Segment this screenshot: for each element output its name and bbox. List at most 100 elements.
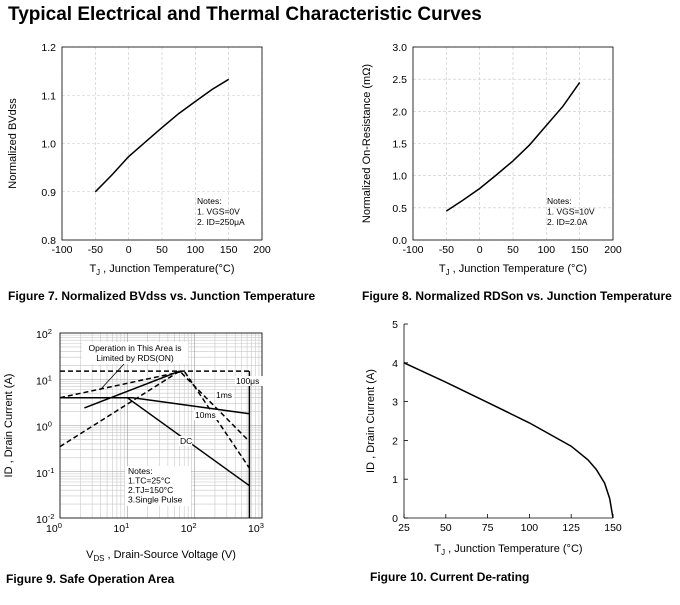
x-tick-label: 150: [220, 244, 238, 256]
y-tick-label: 2: [392, 435, 398, 447]
fig9-series-1ms: [59, 370, 250, 448]
x-tick-label: 103: [248, 521, 264, 535]
x-tick-label: -50: [88, 244, 103, 256]
series-label-bg: [194, 410, 219, 420]
series-label-bg: [235, 376, 265, 386]
fig9-label-10ms: 10ms: [195, 410, 216, 420]
fig7-series-bvdss: [94, 78, 230, 193]
y-tick-label: 101: [36, 373, 52, 387]
x-tick-label: 100: [187, 244, 205, 256]
note-line: Notes:: [128, 466, 153, 476]
note-line: 2. ID=250μA: [197, 217, 245, 227]
y-tick-label: 0.0: [392, 235, 407, 247]
x-tick-label: 102: [181, 521, 197, 535]
y-tick-label: 4: [392, 358, 398, 370]
x-tick-label: 100: [538, 244, 556, 256]
note-line: Notes:: [197, 196, 222, 206]
note-line: 3.Single Pulse: [128, 495, 183, 505]
y-tick-label: 1.0: [392, 171, 407, 183]
x-tick-label: 150: [571, 244, 589, 256]
x-tick-label: 50: [507, 244, 519, 256]
fig9-y-axis-label: ID , Drain Current (A): [3, 374, 15, 478]
fig10-series-id: [403, 362, 614, 519]
x-tick-label: 50: [440, 522, 452, 534]
x-tick-label: 0: [477, 244, 483, 256]
fig9-notes-bg: [125, 466, 191, 506]
y-tick-label: 0.9: [41, 187, 56, 199]
x-tick-label: 101: [113, 521, 129, 535]
y-tick-label: 2.0: [392, 106, 407, 118]
fig7-chart: -100 -50 0 50 100 150 200 0.8 0.9 1.0 1.1 1.2 Normal…: [7, 42, 316, 303]
x-tick-label: 75: [482, 522, 494, 534]
fig8-x-axis-label: TJ , Junction Temperature (°C): [439, 263, 587, 277]
fig8-series-rdson: [445, 81, 581, 212]
x-tick-label: 0: [126, 244, 132, 256]
note-line: 1. VGS=10V: [547, 207, 595, 217]
y-tick-label: 1.0: [41, 139, 56, 151]
fig8-chart: -100 -50 0 50 100 150 200 0.0 0.5 1.0 1.5 2.0 2.5 3.0…: [361, 42, 672, 303]
y-tick-label: 1.1: [41, 90, 56, 102]
x-tick-label: 100: [521, 522, 539, 534]
annotation-bg: [82, 342, 188, 364]
fig7-y-axis-label: Normalized BVdss: [7, 98, 19, 189]
fig9-chart: 100 101 102 103 10-2 10-1 100 101 102 ID , Drain …: [3, 327, 264, 586]
page-title: Typical Electrical and Thermal Character…: [8, 4, 482, 25]
x-tick-label: 200: [253, 244, 271, 256]
fig7-plot-frame: [61, 46, 263, 241]
x-tick-label: 100: [46, 521, 62, 535]
y-tick-label: 0.5: [392, 203, 407, 215]
note-line: 2. ID=2.0A: [547, 217, 588, 227]
y-tick-label: 2.5: [392, 74, 407, 86]
fig10-caption: Figure 10. Current De-rating: [370, 570, 529, 584]
x-tick-label: 50: [156, 244, 168, 256]
annotation-line: Limited by RDS(ON): [96, 353, 174, 363]
note-line: 2.TJ=150°C: [128, 485, 173, 495]
fig9-plot-frame: [59, 332, 263, 519]
fig9-caption: Figure 9. Safe Operation Area: [6, 572, 175, 586]
annotation-line: Operation in This Area is: [89, 343, 182, 353]
fig9-series-10ms: [59, 370, 251, 469]
fig8-y-axis-label: Normalized On-Resistance (mΩ): [361, 64, 373, 223]
y-tick-label: 0.8: [41, 235, 56, 247]
y-tick-label: 10-1: [36, 466, 54, 480]
x-tick-label: 200: [604, 244, 622, 256]
fig9-label-100s: 100μs: [236, 376, 259, 386]
note-line: Notes:: [547, 196, 572, 206]
x-tick-label: 150: [604, 522, 622, 534]
fig8-caption: Figure 8. Normalized RDSon vs. Junction …: [362, 289, 672, 303]
fig9-label-1ms: 1ms: [216, 390, 232, 400]
fig9-x-axis-label: VDS , Drain-Source Voltage (V): [86, 549, 236, 563]
fig10-y-axis-label: ID , Drain Current (A): [365, 369, 377, 473]
series-label-bg: [215, 390, 234, 400]
y-tick-label: 3: [392, 397, 398, 409]
fig9-label-dc: DC: [180, 436, 192, 446]
fig8-plot-frame: [412, 46, 614, 241]
fig9-series-dc: [60, 396, 250, 487]
y-tick-label: 3.0: [392, 42, 407, 54]
fig9-series-rds-on-limit: [84, 370, 180, 409]
y-tick-label: 1: [392, 474, 398, 486]
x-tick-label: -50: [439, 244, 454, 256]
y-tick-label: 0: [392, 513, 398, 525]
fig10-x-axis-label: TJ , Junction Temperature (°C): [434, 543, 582, 557]
y-tick-label: 1.5: [392, 139, 407, 151]
y-tick-label: 100: [36, 420, 52, 434]
fig7-caption: Figure 7. Normalized BVdss vs. Junction …: [8, 289, 316, 303]
note-line: 1. VGS=0V: [197, 207, 240, 217]
y-tick-label: 10-2: [36, 512, 54, 526]
y-tick-label: 102: [36, 327, 52, 341]
fig7-x-axis-label: TJ , Junction Temperature(°C): [89, 263, 234, 277]
fig9-notes: Notes:1.TC=25°C2.TJ=150°C3.Single Pulse: [125, 466, 191, 506]
fig7-notes: Notes:1. VGS=0V2. ID=250μA: [197, 196, 245, 227]
annotation-arrow: [99, 363, 125, 391]
x-tick-label: -100: [402, 244, 423, 256]
x-tick-label: 125: [562, 522, 580, 534]
fig10-chart: 25 50 75 100 125 150 0 1 2 3 4 5 ID , Drain Current …: [365, 319, 622, 584]
y-tick-label: 5: [392, 319, 398, 331]
x-tick-label: -100: [51, 244, 72, 256]
series-label-bg: [179, 436, 193, 446]
y-tick-label: 1.2: [41, 42, 56, 54]
